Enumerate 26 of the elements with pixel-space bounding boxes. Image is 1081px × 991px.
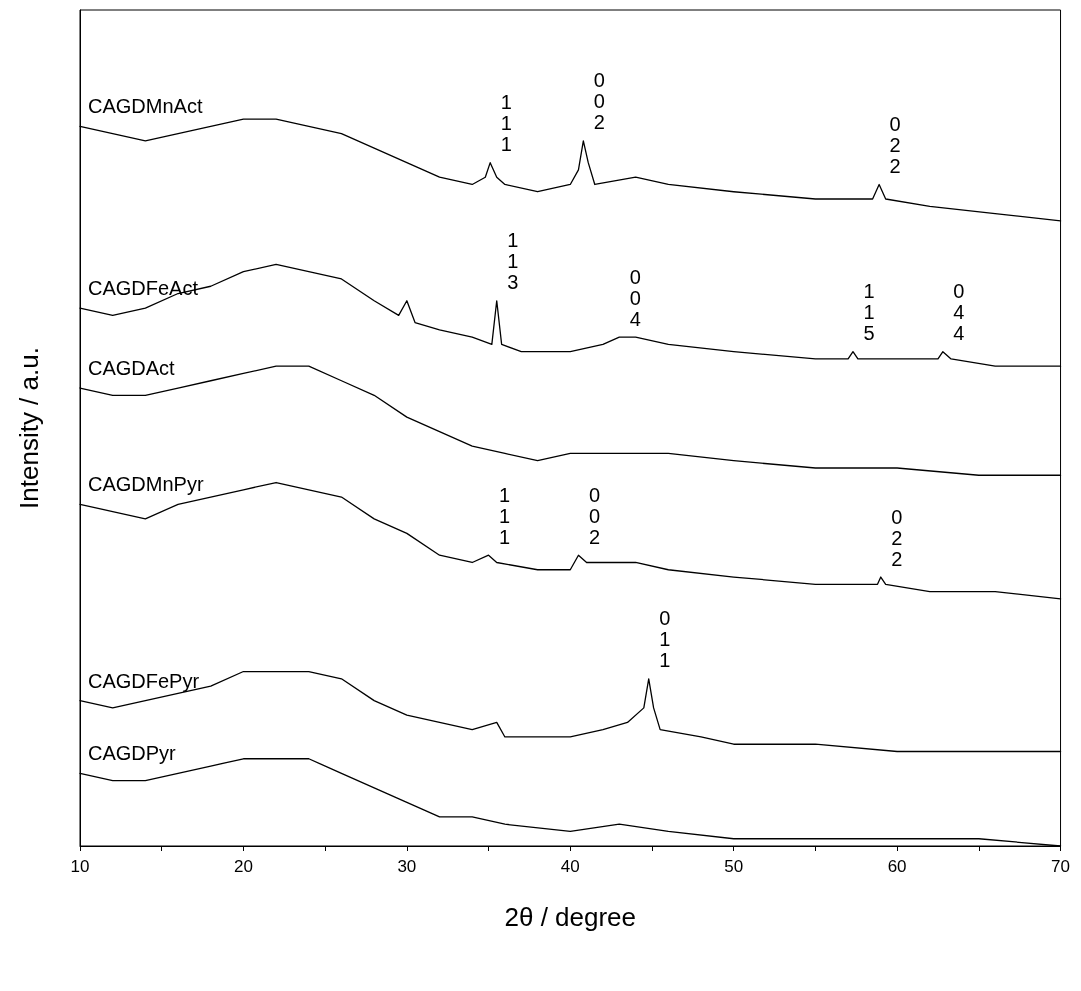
- series-label: CAGDMnPyr: [88, 473, 204, 496]
- annotation: 011: [659, 607, 671, 672]
- x-axis-title: 2θ / degree: [504, 902, 637, 932]
- annotation: 115: [863, 280, 875, 345]
- series-label: CAGDFeAct: [88, 277, 199, 300]
- annotation: 111: [500, 91, 512, 156]
- x-tick-label: 10: [70, 857, 90, 876]
- series-label: CAGDPyr: [88, 742, 177, 765]
- annotation: 044: [953, 280, 965, 345]
- x-tick-label: 30: [397, 857, 417, 876]
- x-tick-label: 40: [560, 857, 580, 876]
- x-tick-label: 70: [1051, 857, 1071, 876]
- annotation: 002: [588, 483, 601, 548]
- x-tick-label: 50: [724, 857, 744, 876]
- x-tick-label: 60: [887, 857, 907, 876]
- series-label: CAGDMnAct: [88, 95, 203, 118]
- annotation: 004: [629, 265, 641, 330]
- annotation: 111: [499, 483, 511, 548]
- y-axis-title: Intensity / a.u.: [14, 347, 44, 509]
- annotation: 022: [889, 112, 901, 177]
- annotation: 022: [891, 505, 903, 570]
- annotation: 113: [507, 229, 519, 294]
- x-tick-label: 20: [233, 857, 253, 876]
- series-label: CAGDAct: [88, 357, 176, 380]
- series-label: CAGDFePyr: [88, 669, 200, 692]
- annotation: 002: [593, 69, 605, 134]
